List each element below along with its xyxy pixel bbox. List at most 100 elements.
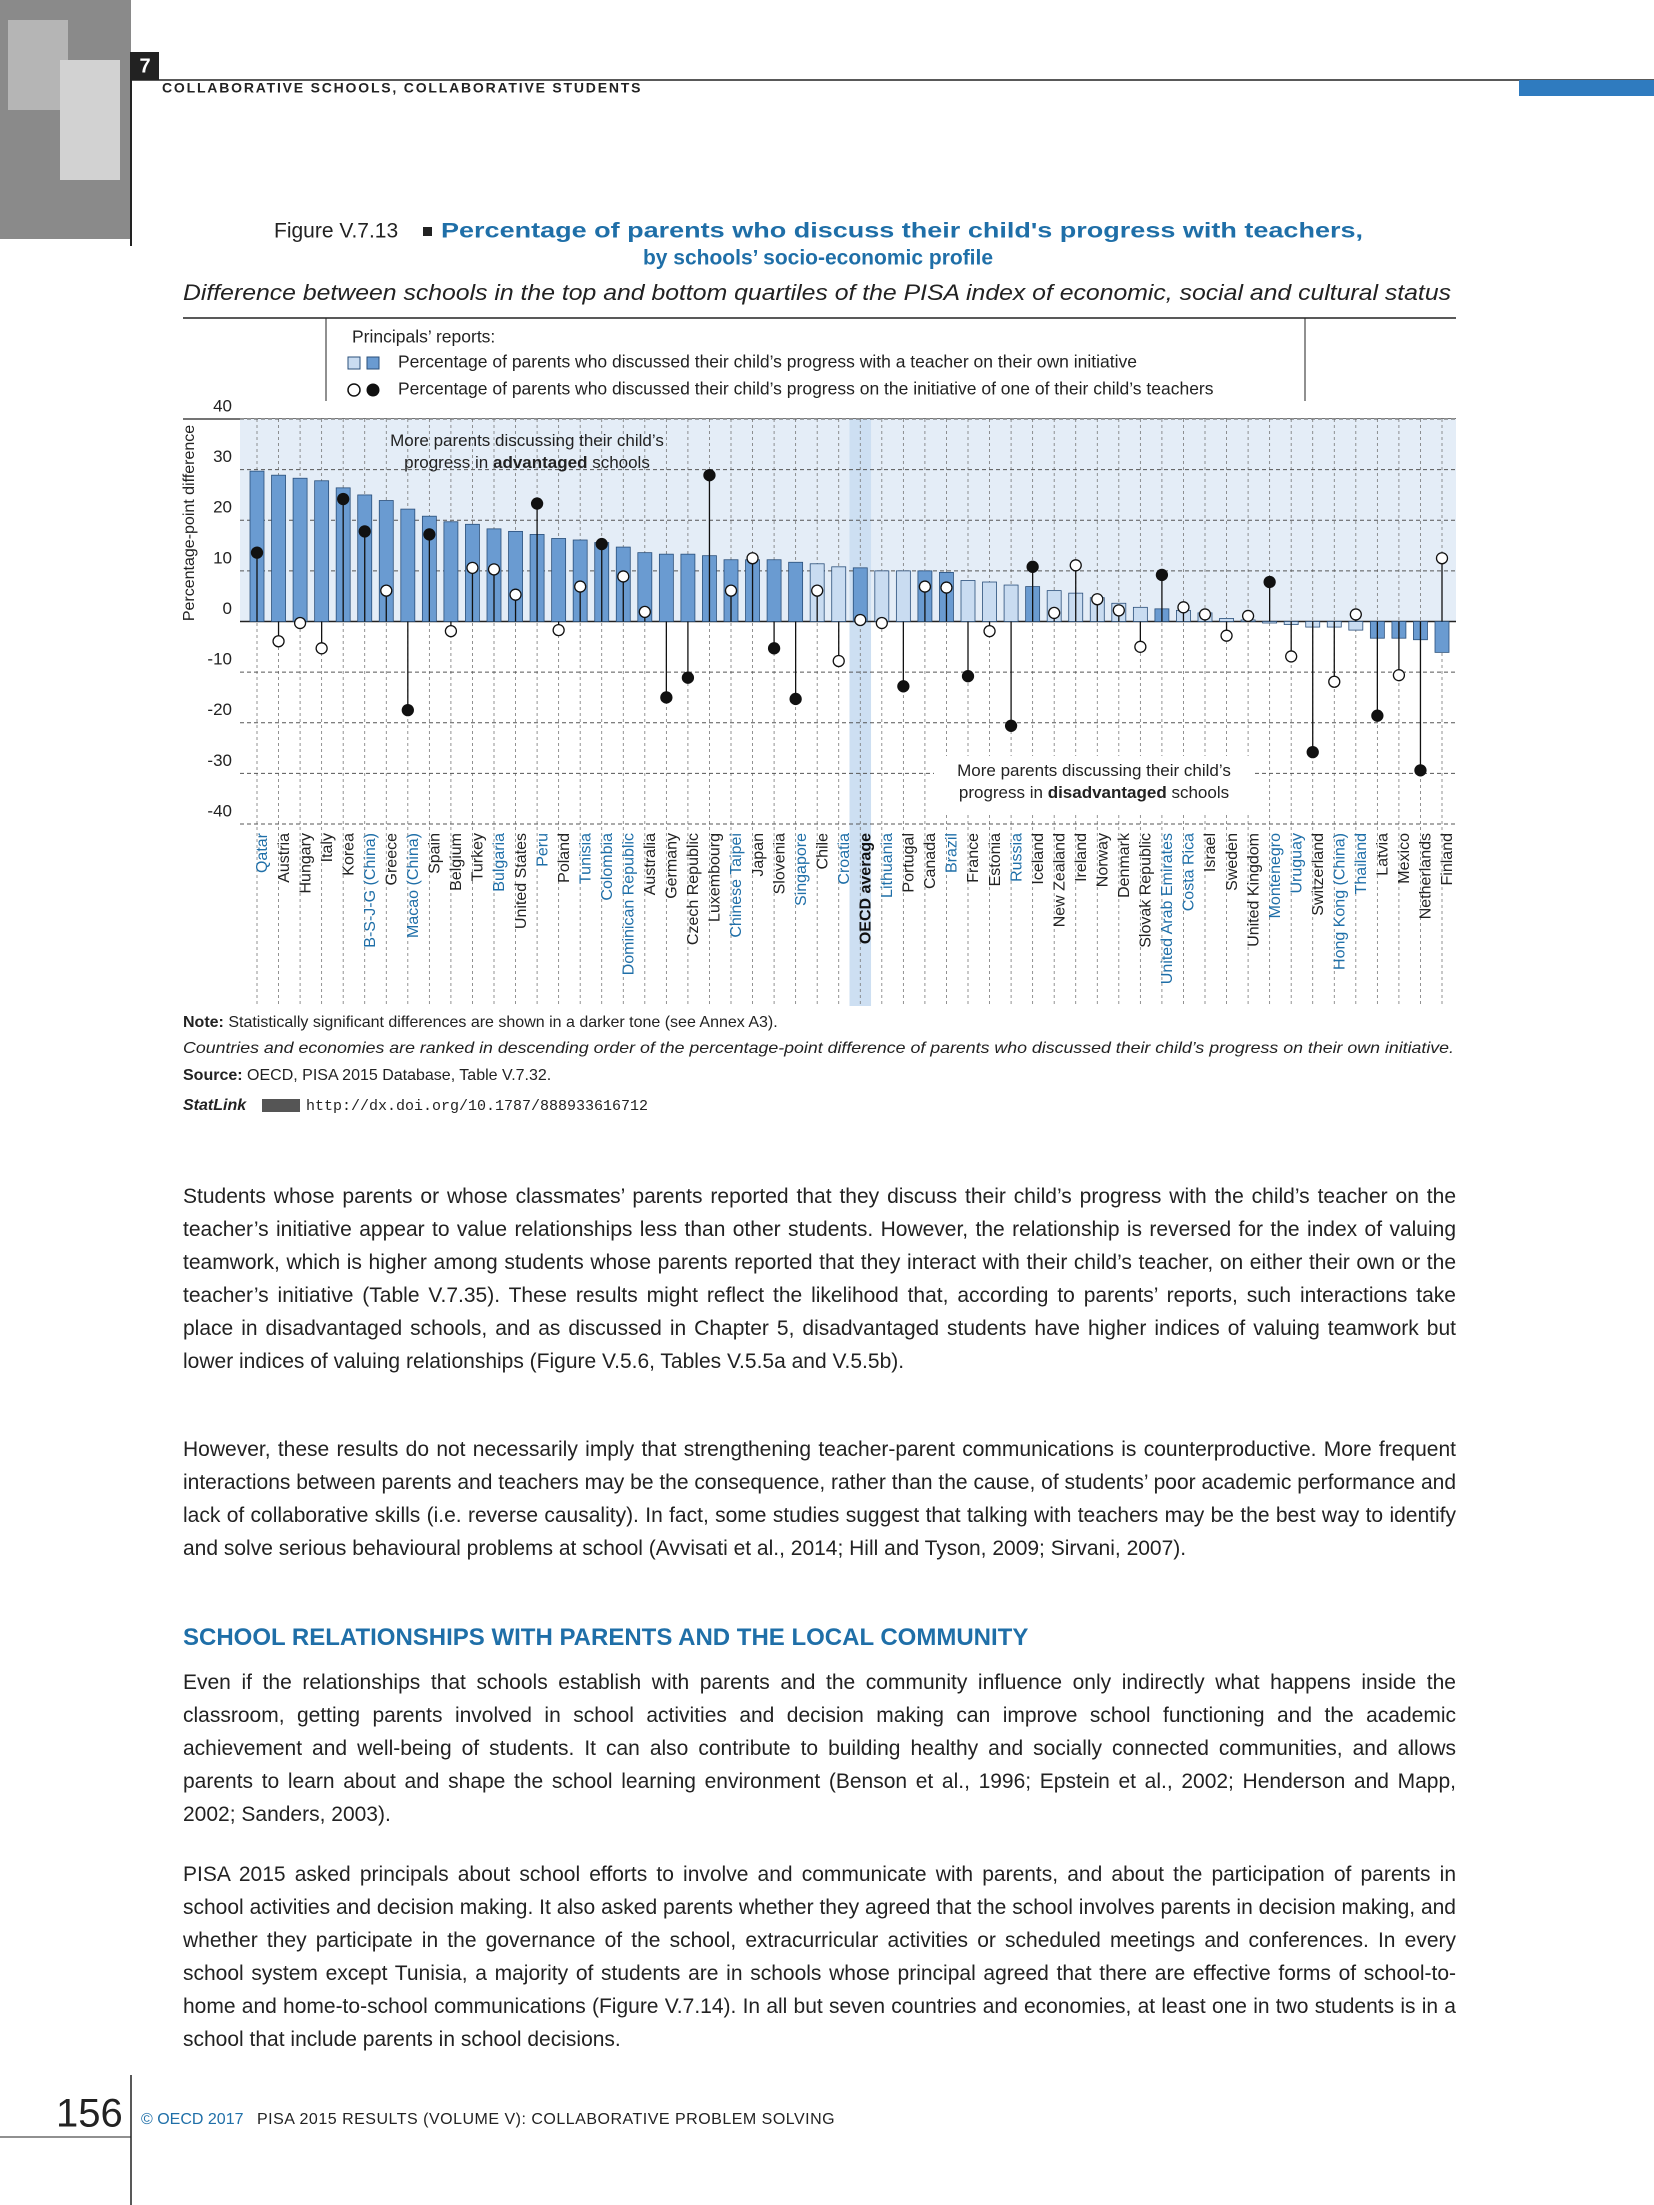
dot — [660, 691, 673, 704]
annotation-text: schools — [1167, 783, 1229, 802]
dot — [1285, 650, 1298, 663]
x-tick-label: Latvia — [1375, 833, 1392, 876]
bar — [400, 508, 416, 622]
dot — [789, 692, 802, 706]
x-tick-label: Canada — [922, 833, 939, 889]
bar — [443, 521, 459, 622]
dot — [875, 616, 888, 630]
bar — [788, 561, 804, 622]
paragraph: Students whose parents or whose classmat… — [183, 1185, 1456, 1373]
note: Note: Statistically significant differen… — [183, 1014, 778, 1031]
statlink-label: StatLink — [183, 1097, 247, 1114]
bar — [831, 566, 847, 622]
header-photo-detail — [60, 60, 120, 180]
page-number: 156 — [56, 2092, 123, 2136]
bar — [960, 580, 976, 622]
x-tick-label: Chile — [814, 833, 831, 870]
bar — [1262, 621, 1278, 624]
dot — [1198, 608, 1212, 621]
x-tick-label: Denmark — [1116, 832, 1133, 898]
header-photo-detail — [8, 20, 68, 110]
x-tick-label: Australia — [642, 833, 659, 895]
dot — [918, 580, 932, 593]
bar — [271, 474, 286, 622]
dot — [272, 635, 285, 648]
x-tick-label: Switzerland — [1310, 833, 1327, 916]
dot — [746, 552, 759, 565]
dot — [1091, 593, 1104, 606]
bar — [895, 570, 911, 622]
dot — [595, 537, 608, 551]
statlink-logo — [262, 1099, 300, 1112]
dot — [961, 670, 975, 683]
dot — [1263, 575, 1276, 589]
x-tick-label: Israel — [1202, 833, 1219, 872]
chart: Percentage of parents who discussed thei… — [181, 352, 1456, 1006]
x-tick-label: Portugal — [901, 833, 918, 893]
annotation: More parents discussing their child’s — [390, 431, 664, 450]
x-tick-label: Colombia — [599, 833, 616, 901]
section-heading: SCHOOL RELATIONSHIPS WITH PARENTS AND TH… — [183, 1624, 1029, 1651]
figure-title: Percentage of parents who discuss their … — [441, 220, 1363, 243]
dot — [1371, 709, 1384, 722]
paragraph: PISA 2015 asked principals about school … — [183, 1863, 1456, 2051]
paragraph: However, these results do not necessaril… — [183, 1438, 1456, 1560]
bar — [292, 477, 308, 622]
x-tick-label: Estonia — [987, 833, 1004, 886]
dot — [1048, 606, 1061, 620]
y-tick-label: -40 — [207, 801, 232, 820]
bar — [1132, 606, 1148, 622]
dot — [1069, 559, 1082, 572]
source: Source: OECD, PISA 2015 Database, Table … — [183, 1067, 551, 1084]
dot — [1414, 764, 1427, 777]
annotation-text: advantaged — [493, 453, 587, 472]
annotation-text: disadvantaged — [1048, 783, 1167, 802]
dot — [940, 581, 953, 594]
annotation-text: progress in — [404, 453, 493, 472]
x-tick-label: Iceland — [1030, 833, 1047, 885]
bar — [982, 581, 997, 622]
header-tab — [1519, 80, 1654, 96]
x-tick-label: Hong Kong (China) — [1331, 833, 1348, 970]
dot — [358, 525, 371, 538]
dot — [1220, 629, 1233, 642]
x-tick-label: Greece — [383, 833, 400, 886]
dot — [1328, 675, 1341, 688]
x-tick-label: Germany — [664, 833, 681, 899]
x-tick-label: Singapore — [793, 833, 810, 906]
x-tick-label: Lithuania — [879, 833, 896, 898]
bar — [1219, 618, 1234, 622]
dot — [897, 680, 910, 693]
dot — [617, 570, 630, 583]
x-tick-label: Netherlands — [1418, 833, 1435, 919]
y-tick-label: 10 — [213, 548, 232, 567]
y-tick-label: 0 — [223, 599, 232, 618]
x-tick-label: Bulgaria — [491, 833, 508, 892]
dot — [1026, 560, 1039, 573]
x-tick-label: Ireland — [1073, 833, 1090, 882]
annotation: progress in disadvantaged schools — [959, 783, 1229, 802]
dot — [1392, 669, 1406, 682]
legend-marker — [366, 356, 380, 370]
dot — [767, 642, 781, 655]
figure-number: Figure V.7.13 — [274, 220, 398, 243]
statlink-url[interactable]: http://dx.doi.org/10.1787/888933616712 — [306, 1098, 648, 1115]
x-tick-label: United Kingdom — [1245, 833, 1262, 947]
annotation-text: progress in — [959, 783, 1048, 802]
x-tick-label: Luxembourg — [707, 833, 724, 922]
dot — [1155, 568, 1169, 582]
y-tick-label: -30 — [207, 751, 232, 770]
dot — [832, 654, 845, 668]
dot — [444, 624, 458, 638]
dot — [1306, 745, 1319, 759]
x-tick-label: Russia — [1008, 833, 1025, 882]
note-label: Note: — [183, 1014, 224, 1031]
dot — [1112, 604, 1125, 617]
publication: PISA 2015 RESULTS (VOLUME V): COLLABORAT… — [257, 2111, 835, 2128]
x-tick-label: Turkey — [470, 833, 487, 881]
legend-marker — [347, 383, 361, 397]
x-tick-label: France — [965, 833, 982, 883]
x-tick-label: United States — [513, 833, 530, 929]
bar — [680, 553, 696, 622]
